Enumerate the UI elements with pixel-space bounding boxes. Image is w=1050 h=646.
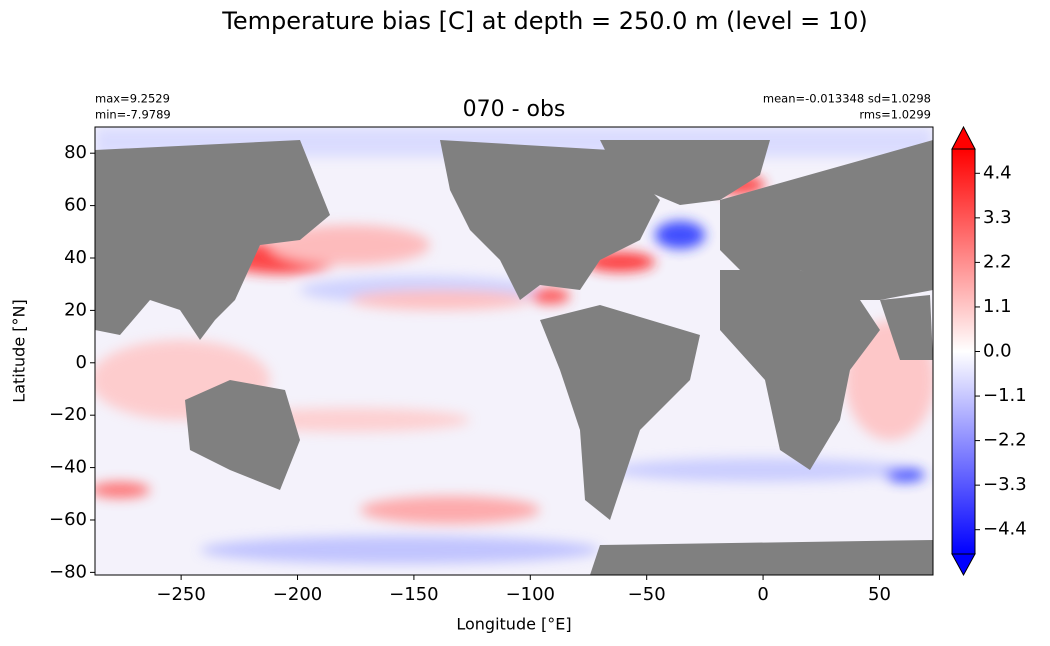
y-tick-label: 80 xyxy=(64,142,87,163)
y-tick-label: −40 xyxy=(49,457,87,478)
y-tick-label: 20 xyxy=(64,299,87,320)
annotation: mean=-0.013348 sd=1.0298 xyxy=(763,92,931,106)
y-tick-label: 0 xyxy=(76,352,87,373)
annotation: max=9.2529 xyxy=(95,92,170,106)
y-tick-label: −20 xyxy=(49,404,87,425)
y-tick-label: −60 xyxy=(49,509,87,530)
y-axis-label: Latitude [°N] xyxy=(10,299,29,402)
annotation: rms=1.0299 xyxy=(859,108,931,122)
colorbar-tick-label: −3.3 xyxy=(983,474,1027,495)
colorbar-tick-label: −2.2 xyxy=(983,430,1027,451)
x-tick-label: −100 xyxy=(506,584,555,605)
colorbar-tick-label: −1.1 xyxy=(983,385,1027,406)
annotation: min=-7.9789 xyxy=(95,108,171,122)
map-field xyxy=(95,127,933,575)
colorbar-extend-bottom xyxy=(951,553,976,577)
colorbar-tick-label: 2.2 xyxy=(983,251,1012,272)
x-tick-label: −250 xyxy=(156,584,205,605)
y-tick-label: 40 xyxy=(64,247,87,268)
colorbar-tick-label: 1.1 xyxy=(983,296,1012,317)
colorbar-tick-label: 4.4 xyxy=(983,162,1012,183)
x-tick-label: −50 xyxy=(628,584,666,605)
x-axis-label: Longitude [°E] xyxy=(456,615,571,634)
axes-title: 070 - obs xyxy=(463,97,566,122)
colorbar xyxy=(952,149,975,554)
colorbar-tick-label: −4.4 xyxy=(983,519,1027,540)
figure-title: Temperature bias [C] at depth = 250.0 m … xyxy=(221,7,868,35)
x-tick-label: −200 xyxy=(273,584,322,605)
x-tick-label: 0 xyxy=(757,584,768,605)
colorbar-tick-label: 0.0 xyxy=(983,341,1012,362)
axes-frame xyxy=(94,126,934,576)
x-tick-label: −150 xyxy=(389,584,438,605)
colorbar-tick-label: 3.3 xyxy=(983,207,1012,228)
colorbar-extend-top xyxy=(951,125,976,150)
y-tick-label: −80 xyxy=(49,561,87,582)
x-tick-label: 50 xyxy=(868,584,891,605)
y-tick-label: 60 xyxy=(64,195,87,216)
